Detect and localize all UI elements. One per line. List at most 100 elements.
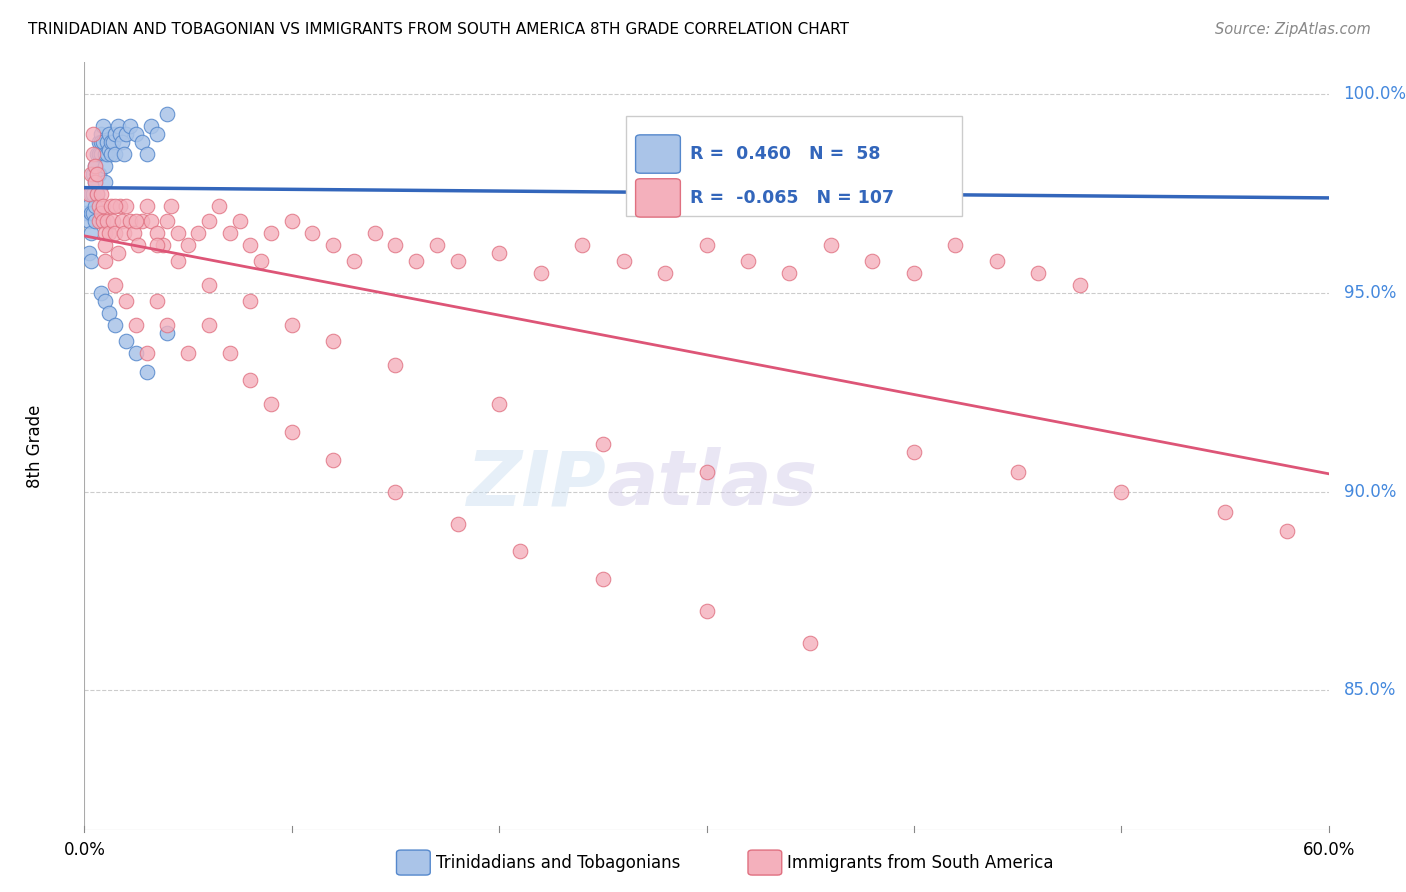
Point	[384, 238, 406, 252]
Point	[90, 206, 112, 220]
Point	[239, 293, 262, 308]
Point	[86, 186, 108, 201]
Point	[86, 167, 108, 181]
Point	[94, 293, 117, 308]
Point	[1069, 278, 1091, 293]
Point	[87, 146, 110, 161]
Point	[98, 227, 121, 241]
Point	[90, 135, 112, 149]
Point	[405, 254, 427, 268]
Point	[696, 465, 718, 479]
Point	[96, 135, 118, 149]
Point	[77, 214, 100, 228]
Point	[94, 146, 117, 161]
FancyBboxPatch shape	[636, 135, 681, 173]
Point	[77, 246, 100, 260]
Text: 90.0%: 90.0%	[1344, 483, 1396, 500]
Point	[135, 366, 157, 380]
Point	[104, 127, 127, 141]
Point	[98, 143, 121, 157]
Point	[197, 318, 219, 332]
Point	[87, 135, 110, 149]
Point	[1111, 484, 1133, 499]
Point	[104, 278, 127, 293]
Point	[592, 437, 614, 451]
Point	[90, 146, 112, 161]
Point	[281, 425, 304, 439]
Point	[156, 318, 179, 332]
Point	[82, 146, 104, 161]
Point	[571, 238, 593, 252]
Point	[322, 334, 344, 348]
Point	[118, 119, 141, 133]
Point	[98, 306, 121, 320]
Point	[1277, 524, 1299, 539]
Point	[107, 246, 129, 260]
Point	[281, 214, 304, 228]
Point	[152, 238, 174, 252]
Text: ZIP: ZIP	[467, 448, 607, 521]
Point	[343, 254, 366, 268]
Text: TRINIDADIAN AND TOBAGONIAN VS IMMIGRANTS FROM SOUTH AMERICA 8TH GRADE CORRELATIO: TRINIDADIAN AND TOBAGONIAN VS IMMIGRANTS…	[28, 22, 849, 37]
Text: Source: ZipAtlas.com: Source: ZipAtlas.com	[1215, 22, 1371, 37]
Point	[509, 544, 531, 558]
Point	[122, 227, 145, 241]
Text: 100.0%: 100.0%	[1344, 86, 1406, 103]
Point	[1007, 465, 1029, 479]
FancyBboxPatch shape	[636, 178, 681, 217]
Point	[131, 135, 153, 149]
Point	[239, 238, 262, 252]
Point	[364, 227, 387, 241]
Point	[322, 238, 344, 252]
Text: R =  0.460   N =  58: R = 0.460 N = 58	[690, 145, 880, 163]
Point	[104, 146, 127, 161]
Point	[208, 198, 231, 212]
Point	[94, 254, 117, 268]
Point	[108, 198, 131, 212]
Point	[90, 186, 112, 201]
Point	[139, 214, 162, 228]
Point	[86, 146, 108, 161]
Point	[426, 238, 449, 252]
Point	[125, 318, 148, 332]
Point	[111, 135, 134, 149]
Text: Trinidadians and Tobagonians: Trinidadians and Tobagonians	[436, 854, 681, 871]
Point	[87, 198, 110, 212]
Point	[146, 238, 169, 252]
Point	[488, 397, 510, 411]
Point	[100, 146, 122, 161]
Point	[91, 214, 114, 228]
Point	[127, 238, 149, 252]
Point	[90, 285, 112, 300]
Point	[79, 227, 101, 241]
Point	[103, 135, 125, 149]
Point	[91, 119, 114, 133]
Point	[111, 214, 134, 228]
Point	[83, 175, 105, 189]
Point	[197, 214, 219, 228]
Point	[166, 254, 188, 268]
Point	[96, 214, 118, 228]
Point	[177, 345, 200, 359]
Point	[96, 146, 118, 161]
Point	[104, 198, 127, 212]
Point	[100, 135, 122, 149]
Bar	[626, 116, 962, 216]
Point	[229, 214, 252, 228]
Point	[112, 227, 135, 241]
Point	[125, 345, 148, 359]
Point	[862, 254, 884, 268]
Point	[146, 127, 169, 141]
Point	[77, 186, 100, 201]
Point	[83, 159, 105, 173]
Point	[249, 254, 271, 268]
Point	[104, 318, 127, 332]
Point	[125, 127, 148, 141]
Point	[91, 198, 114, 212]
Point	[83, 175, 105, 189]
Point	[197, 278, 219, 293]
Point	[322, 453, 344, 467]
Point	[139, 119, 162, 133]
Text: 95.0%: 95.0%	[1344, 284, 1396, 302]
Point	[146, 227, 169, 241]
